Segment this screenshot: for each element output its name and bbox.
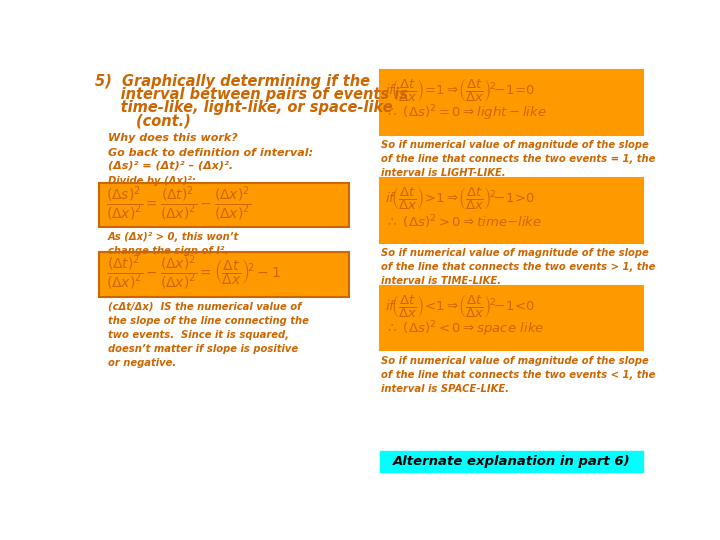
Text: $if\!\left(\dfrac{\Delta t}{\Delta x}\right)\!>\!1\Rightarrow\!\left(\dfrac{\Del: $if\!\left(\dfrac{\Delta t}{\Delta x}\ri… (385, 185, 536, 212)
Text: (cΔt/Δx)  IS the numerical value of
the slope of the line connecting the
two eve: (cΔt/Δx) IS the numerical value of the s… (108, 302, 309, 368)
Text: Divide by (Δx)²:: Divide by (Δx)²: (108, 176, 196, 186)
Text: $\therefore\ (\Delta s)^2 > 0 \Rightarrow \mathit{time{-}like}$: $\therefore\ (\Delta s)^2 > 0 \Rightarro… (385, 213, 542, 231)
Text: Why does this work?: Why does this work? (108, 132, 238, 143)
FancyBboxPatch shape (99, 252, 349, 296)
Text: $if\!\left(\dfrac{\Delta t}{\Delta x}\right)\!<\!1\Rightarrow\!\left(\dfrac{\Del: $if\!\left(\dfrac{\Delta t}{\Delta x}\ri… (385, 293, 536, 320)
Text: So if numerical value of magnitude of the slope
of the line that connects the tw: So if numerical value of magnitude of th… (381, 140, 655, 178)
Text: As (Δx)² > 0, this won’t
change the sign of I².: As (Δx)² > 0, this won’t change the sign… (108, 232, 239, 256)
Text: $if\!\left(\dfrac{\Delta t}{\Delta x}\right)\!=\!1\Rightarrow\!\left(\dfrac{\Del: $if\!\left(\dfrac{\Delta t}{\Delta x}\ri… (385, 77, 536, 104)
FancyBboxPatch shape (99, 183, 349, 227)
Text: $\therefore\ (\Delta s)^2 < 0 \Rightarrow \mathit{space\ like}$: $\therefore\ (\Delta s)^2 < 0 \Rightarro… (385, 319, 544, 339)
Text: (cont.): (cont.) (96, 113, 192, 129)
Text: $\dfrac{(\Delta t)^2}{(\Delta x)^2} - \dfrac{(\Delta x)^2}{(\Delta x)^2} = \left: $\dfrac{(\Delta t)^2}{(\Delta x)^2} - \d… (107, 253, 281, 292)
Text: $\therefore\ (\Delta s)^2 = 0 \Rightarrow \mathit{light-like}$: $\therefore\ (\Delta s)^2 = 0 \Rightarro… (385, 104, 547, 123)
Text: (Δs)² = (Δt)² – (Δx)².: (Δs)² = (Δt)² – (Δx)². (108, 160, 233, 170)
FancyBboxPatch shape (380, 178, 644, 242)
FancyBboxPatch shape (380, 70, 644, 135)
Text: 5)  Graphically determining if the: 5) Graphically determining if the (96, 74, 370, 89)
FancyBboxPatch shape (380, 450, 644, 472)
Text: Go back to definition of interval:: Go back to definition of interval: (108, 148, 313, 158)
Text: Alternate explanation in part 6): Alternate explanation in part 6) (393, 455, 631, 468)
Text: $\dfrac{(\Delta s)^2}{(\Delta x)^2} = \dfrac{(\Delta t)^2}{(\Delta x)^2} - \dfra: $\dfrac{(\Delta s)^2}{(\Delta x)^2} = \d… (107, 184, 251, 222)
Text: So if numerical value of magnitude of the slope
of the line that connects the tw: So if numerical value of magnitude of th… (381, 248, 655, 286)
FancyBboxPatch shape (380, 286, 644, 350)
Text: So if numerical value of magnitude of the slope
of the line that connects the tw: So if numerical value of magnitude of th… (381, 356, 655, 394)
Text: interval between pairs of events is: interval between pairs of events is (96, 87, 408, 102)
Text: time-like, light-like, or space-like: time-like, light-like, or space-like (96, 100, 393, 115)
